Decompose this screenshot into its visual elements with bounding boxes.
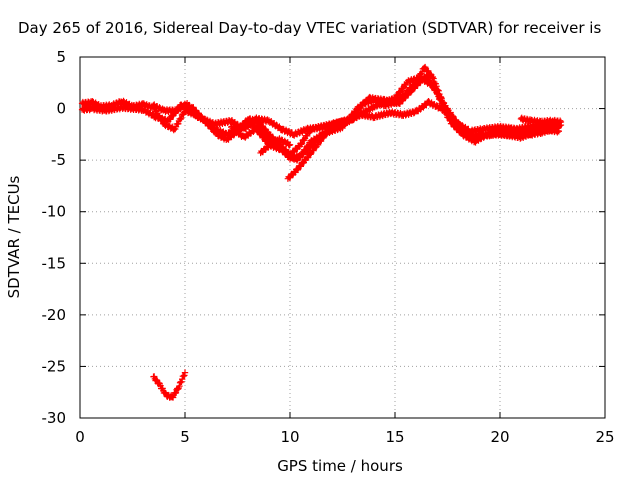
data-points bbox=[78, 63, 565, 401]
data-point bbox=[177, 116, 184, 123]
plot-frame bbox=[79, 56, 606, 419]
series-track-b bbox=[78, 72, 562, 164]
x-tick-label: 20 bbox=[490, 428, 509, 446]
data-point bbox=[432, 86, 439, 93]
data-point bbox=[554, 129, 561, 136]
x-axis-label: GPS time / hours bbox=[277, 457, 403, 475]
series-track-d bbox=[228, 73, 562, 163]
data-point bbox=[556, 117, 564, 124]
data-point bbox=[190, 109, 198, 116]
data-point bbox=[324, 128, 331, 135]
y-axis-label: SDTVAR / TECUs bbox=[5, 175, 23, 298]
data-point bbox=[301, 147, 309, 154]
y-tick-label: -15 bbox=[42, 254, 67, 272]
data-point bbox=[401, 94, 409, 102]
data-point bbox=[306, 150, 313, 157]
data-point bbox=[449, 112, 457, 120]
data-point bbox=[440, 99, 448, 107]
data-point bbox=[180, 372, 187, 380]
x-tick-label: 0 bbox=[75, 428, 85, 446]
data-point bbox=[286, 142, 293, 149]
data-point bbox=[178, 114, 185, 122]
data-point bbox=[451, 117, 459, 124]
y-tick-label: 5 bbox=[56, 48, 66, 66]
data-point bbox=[434, 90, 441, 98]
data-point bbox=[174, 385, 182, 393]
data-point bbox=[304, 154, 311, 161]
series-track-g bbox=[517, 114, 565, 127]
x-tick-label: 15 bbox=[385, 428, 404, 446]
series-track-e bbox=[284, 128, 331, 182]
x-tick-label: 10 bbox=[280, 428, 299, 446]
data-point bbox=[430, 75, 437, 82]
data-point bbox=[304, 142, 311, 150]
data-point bbox=[320, 134, 327, 142]
x-tick-label: 5 bbox=[180, 428, 190, 446]
data-point bbox=[175, 120, 182, 127]
series-track-f bbox=[257, 135, 294, 157]
data-point bbox=[286, 141, 294, 148]
series-track-h bbox=[150, 369, 189, 401]
data-point bbox=[435, 91, 442, 99]
chart-title: Day 265 of 2016, Sidereal Day-to-day VTE… bbox=[18, 19, 601, 37]
data-point bbox=[170, 126, 177, 134]
series-track-c bbox=[150, 98, 565, 142]
data-point bbox=[176, 382, 183, 390]
data-point bbox=[178, 378, 185, 386]
data-point bbox=[179, 375, 186, 383]
y-tick-label: -25 bbox=[42, 357, 67, 375]
grid bbox=[80, 57, 605, 418]
data-point bbox=[181, 372, 188, 379]
data-point bbox=[396, 89, 404, 96]
data-point bbox=[555, 128, 562, 135]
data-point bbox=[418, 68, 426, 76]
data-point bbox=[257, 125, 264, 133]
y-tick-label: -30 bbox=[42, 409, 67, 427]
data-point bbox=[557, 118, 565, 126]
data-point bbox=[176, 379, 184, 386]
y-tick-label: -5 bbox=[51, 151, 66, 169]
data-point bbox=[323, 129, 331, 136]
data-point bbox=[421, 64, 428, 72]
data-point bbox=[298, 141, 305, 148]
ticks: 0 5 10 15 20 25 -30 -25 -20 -15 -10 -5 0 5 bbox=[42, 48, 615, 446]
data-point bbox=[277, 144, 285, 152]
data-point bbox=[424, 72, 431, 80]
y-tick-label: 0 bbox=[56, 100, 66, 118]
data-point bbox=[299, 159, 307, 167]
y-tick-label: -20 bbox=[42, 306, 67, 324]
data-point bbox=[188, 105, 195, 112]
data-point bbox=[259, 129, 267, 137]
data-point bbox=[300, 136, 307, 143]
data-point bbox=[172, 389, 180, 396]
data-point bbox=[434, 90, 442, 97]
data-point bbox=[443, 105, 451, 113]
x-tick-label: 25 bbox=[595, 428, 614, 446]
y-tick-label: -10 bbox=[42, 203, 67, 221]
data-point bbox=[181, 369, 189, 376]
data-point bbox=[293, 165, 301, 173]
